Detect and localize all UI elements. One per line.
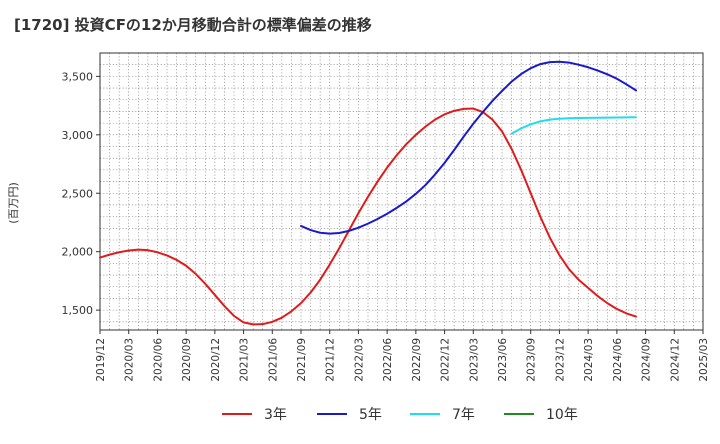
axes: 1,500 2,000 2,500 3,000 3,500 2019/12 2020/03 2… — [62, 52, 710, 382]
x-tick-label: 2024/09 — [641, 338, 653, 382]
x-tick-label: 2022/09 — [411, 338, 423, 382]
y-tick-label: 2,500 — [62, 187, 94, 200]
x-tick-label: 2020/09 — [181, 338, 193, 382]
y-tick-label: 3,500 — [62, 70, 94, 83]
y-axis-label: (百万円) — [7, 182, 20, 224]
y-tick-label: 1,500 — [62, 304, 94, 317]
x-tick-label: 2020/03 — [124, 338, 136, 382]
legend-label: 5年 — [359, 407, 382, 423]
legend-label: 3年 — [264, 407, 287, 423]
x-tick-label: 2022/06 — [382, 338, 394, 382]
y-tick-label: 3,000 — [62, 129, 94, 142]
x-tick-label: 2024/06 — [612, 338, 624, 382]
x-tick-label: 2022/12 — [440, 338, 452, 382]
x-tick-label: 2021/03 — [239, 338, 251, 382]
x-tick-label: 2021/12 — [325, 338, 337, 382]
x-tick-label: 2025/03 — [698, 338, 710, 382]
series-line-3年 — [99, 107, 637, 326]
plot-frame — [99, 52, 704, 331]
legend-label: 10年 — [546, 407, 578, 423]
y-tick-label: 2,000 — [62, 246, 94, 259]
x-tick-label: 2023/03 — [468, 338, 480, 382]
series-line-7年 — [510, 116, 637, 135]
x-tick-label: 2022/03 — [353, 338, 365, 382]
x-tick-label: 2023/12 — [554, 338, 566, 382]
legend-label: 7年 — [452, 407, 475, 423]
x-tick-label: 2024/03 — [583, 338, 595, 382]
x-tick-label: 2023/06 — [497, 338, 509, 382]
grid-lines — [99, 52, 704, 330]
x-tick-label: 2019/12 — [95, 338, 107, 382]
x-tick-label: 2021/09 — [296, 338, 308, 382]
plot-area — [100, 53, 703, 330]
legend: 3年 5年 7年 10年 — [222, 407, 578, 423]
x-tick-label: 2021/06 — [267, 338, 279, 382]
x-tick-label: 2023/09 — [526, 338, 538, 382]
x-tick-label: 2024/12 — [669, 338, 681, 382]
series-lines — [99, 60, 637, 326]
x-tick-label: 2020/12 — [210, 338, 222, 382]
chart-title: [1720] 投資CFの12か月移動合計の標準偏差の推移 — [14, 16, 372, 34]
x-tick-label: 2020/06 — [152, 338, 164, 382]
series-line-5年 — [300, 60, 637, 235]
